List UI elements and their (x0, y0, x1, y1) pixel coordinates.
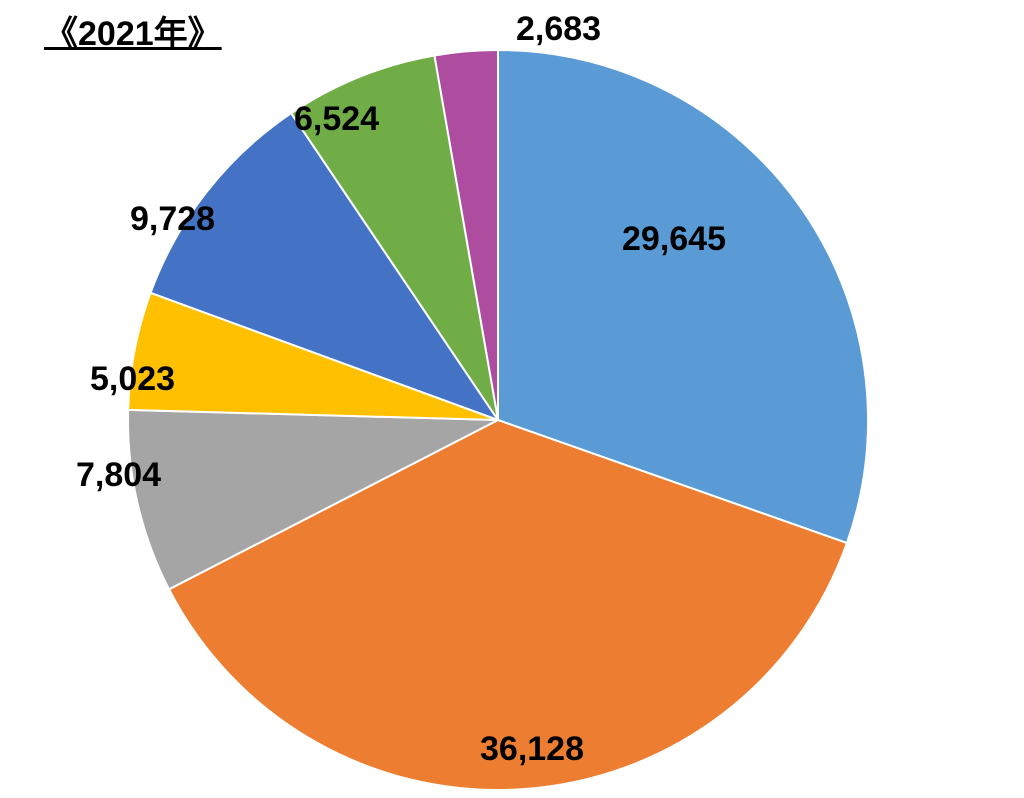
pie-slice-label: 29,645 (622, 220, 726, 259)
pie-slice-label: 7,804 (76, 456, 161, 495)
chart-title: 《2021年》 (44, 6, 222, 55)
pie-slice-label: 9,728 (130, 200, 215, 239)
pie-slice-label: 5,023 (90, 360, 175, 399)
pie-slice-label: 2,683 (516, 10, 601, 49)
pie-slice-label: 36,128 (480, 730, 584, 769)
pie-slice-label: 6,524 (294, 100, 379, 139)
pie-chart (0, 0, 1024, 798)
